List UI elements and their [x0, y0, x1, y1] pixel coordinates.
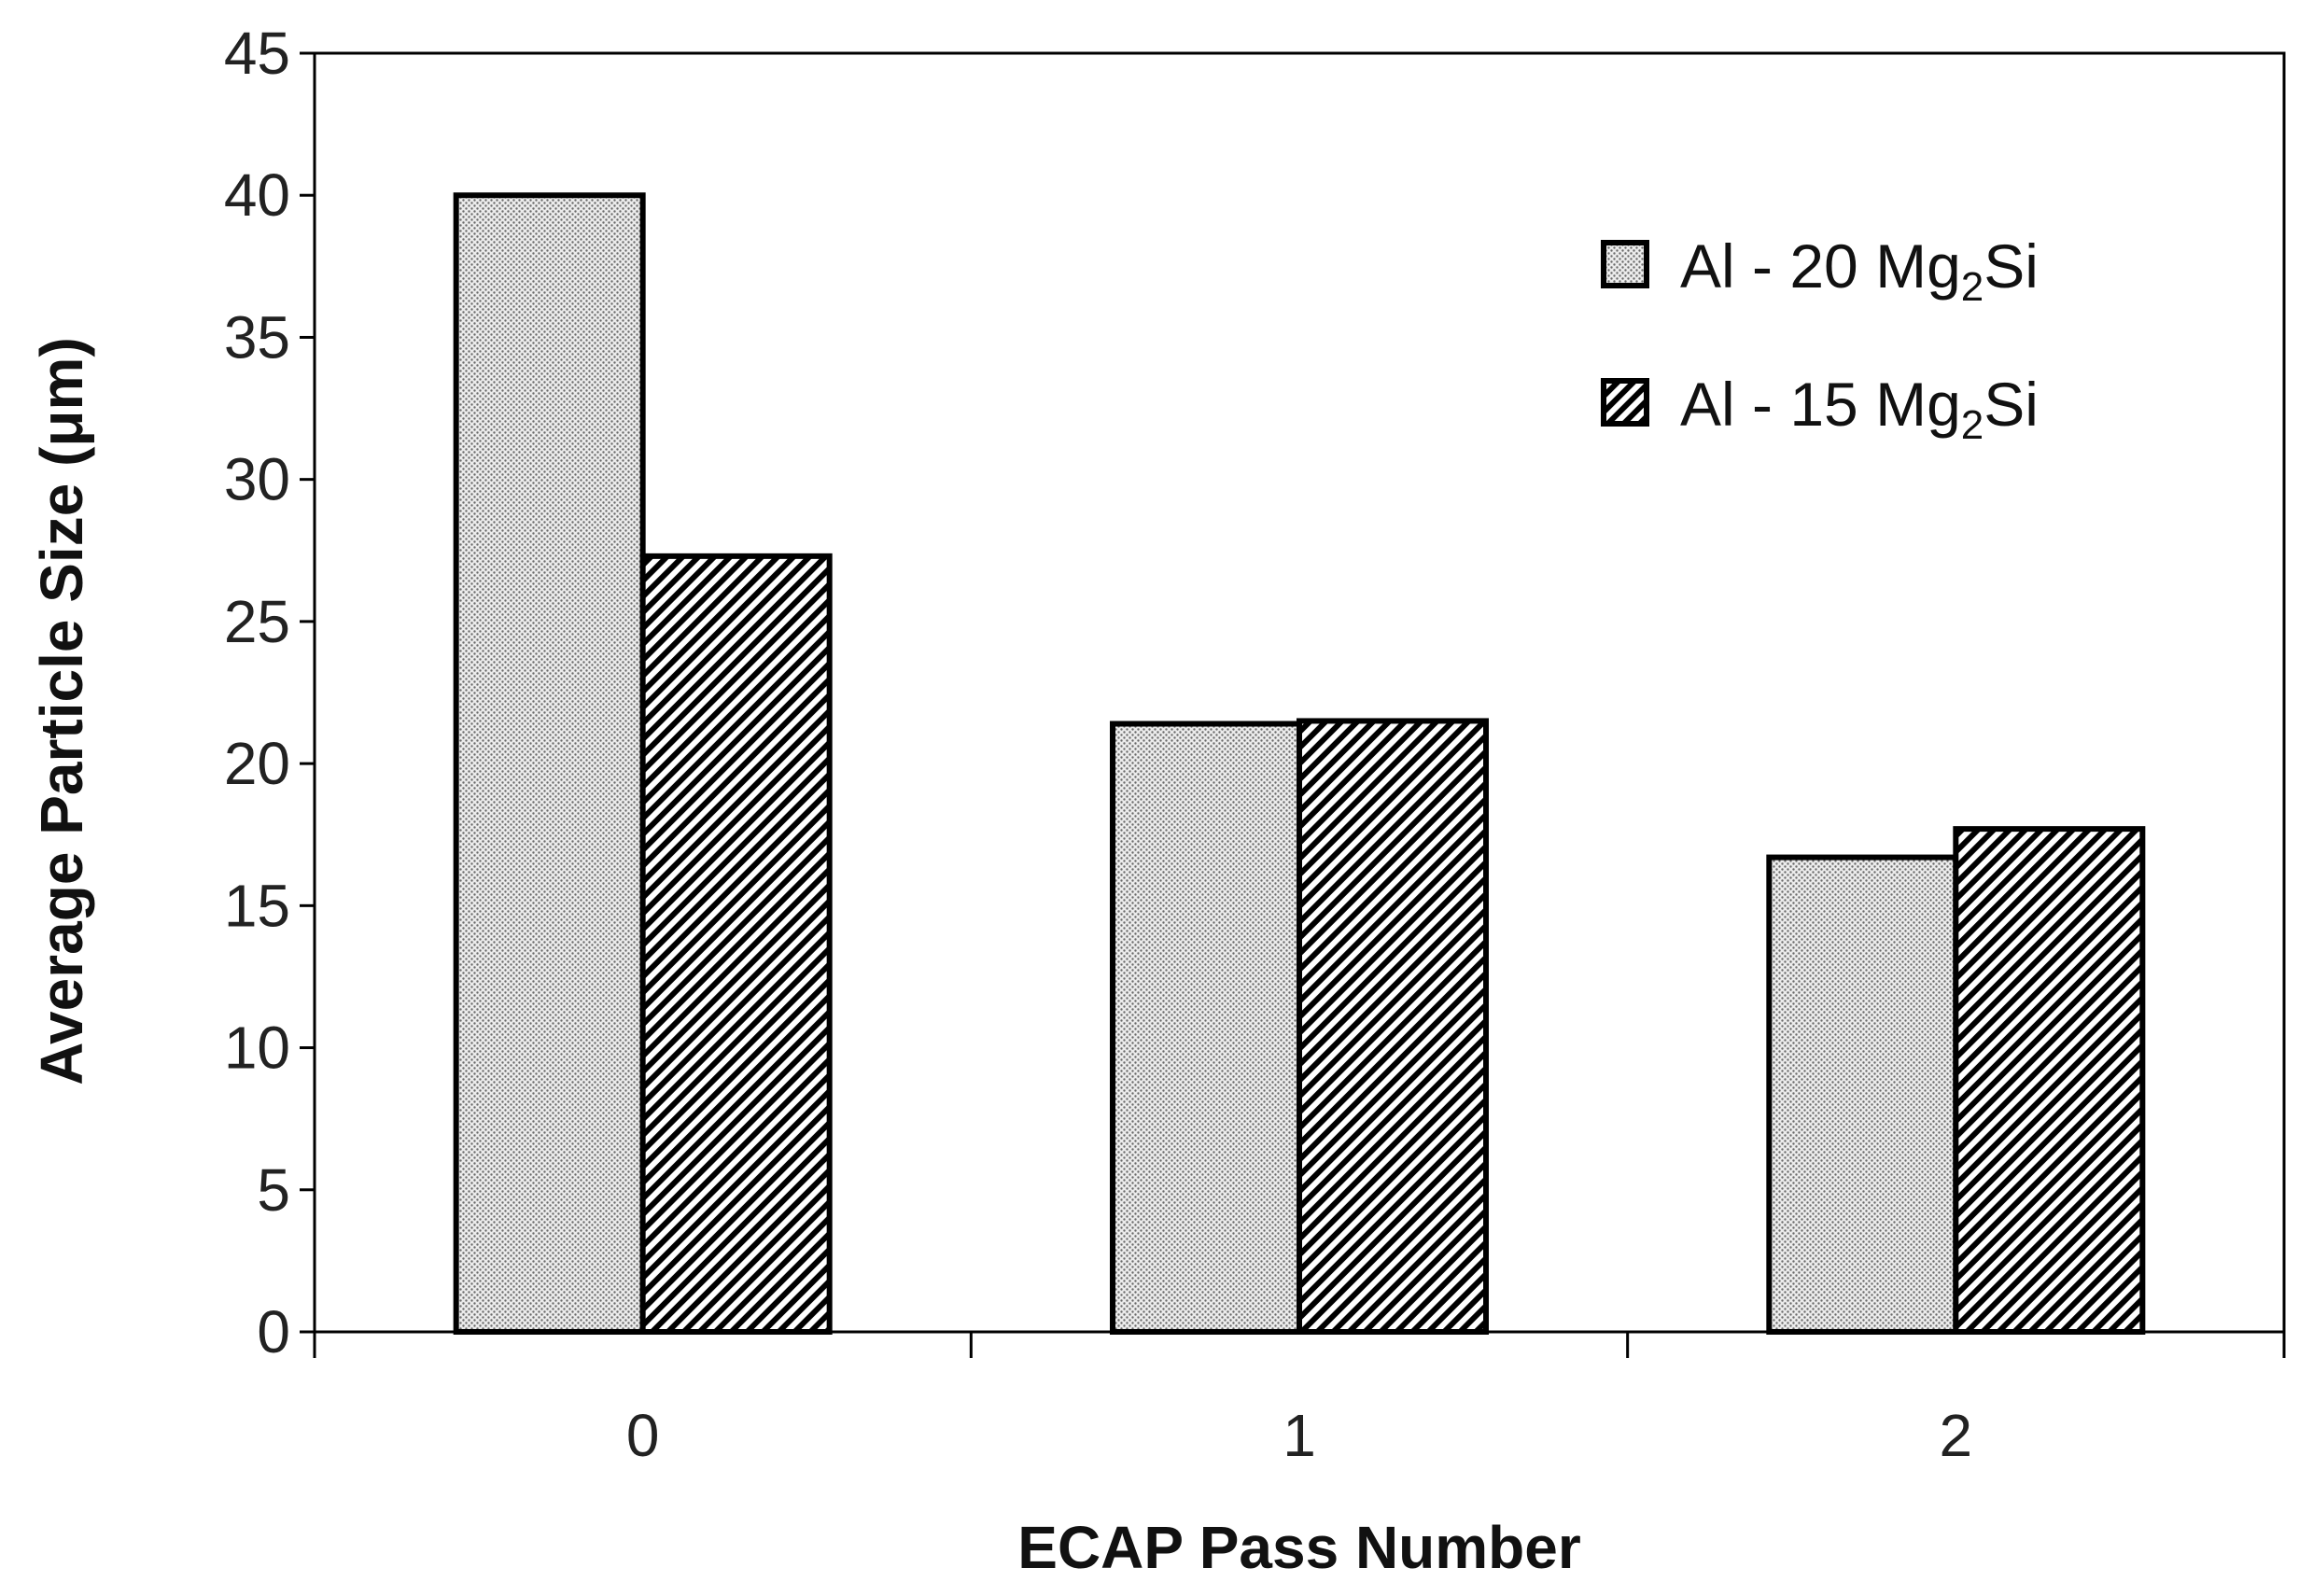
bar-al-20-mg2si-2	[1766, 854, 1959, 1335]
legend: Al - 20 Mg2Si Al - 15 Mg2Si	[1601, 231, 2039, 448]
y-tick-label: 30	[224, 446, 290, 513]
bars	[453, 192, 2146, 1336]
y-axis: 0 5 10 15 20 25 30 35 40 45	[224, 20, 315, 1365]
y-tick-label: 0	[257, 1298, 290, 1365]
y-tick-label: 25	[224, 588, 290, 655]
x-tick-label: 1	[1283, 1402, 1316, 1469]
x-tick-label: 2	[1940, 1402, 1973, 1469]
legend-label: Al - 20 Mg2Si	[1680, 231, 2039, 310]
legend-swatch	[1601, 240, 1649, 288]
bar-al-15-mg2si-1	[1297, 718, 1489, 1335]
y-tick-label: 10	[224, 1015, 290, 1082]
x-axis: 0 1 2	[313, 1332, 2286, 1469]
legend-label: Al - 15 Mg2Si	[1680, 370, 2039, 448]
y-tick-label: 20	[224, 730, 290, 797]
x-axis-title: ECAP Pass Number	[1017, 1514, 1581, 1581]
y-tick-label: 35	[224, 303, 290, 371]
bar-al-15-mg2si-0	[639, 553, 833, 1335]
y-tick-label: 40	[224, 161, 290, 229]
bar-al-20-mg2si-0	[453, 192, 646, 1336]
legend-swatch	[1601, 378, 1649, 427]
y-tick-label: 45	[224, 20, 290, 87]
x-tick-label: 0	[626, 1402, 660, 1469]
bar-al-20-mg2si-1	[1110, 721, 1302, 1335]
y-tick-label: 15	[224, 872, 290, 939]
y-tick-label: 5	[257, 1156, 290, 1224]
bar-al-15-mg2si-2	[1953, 826, 2146, 1335]
y-axis-title: Average Particle Size (μm)	[28, 337, 95, 1085]
